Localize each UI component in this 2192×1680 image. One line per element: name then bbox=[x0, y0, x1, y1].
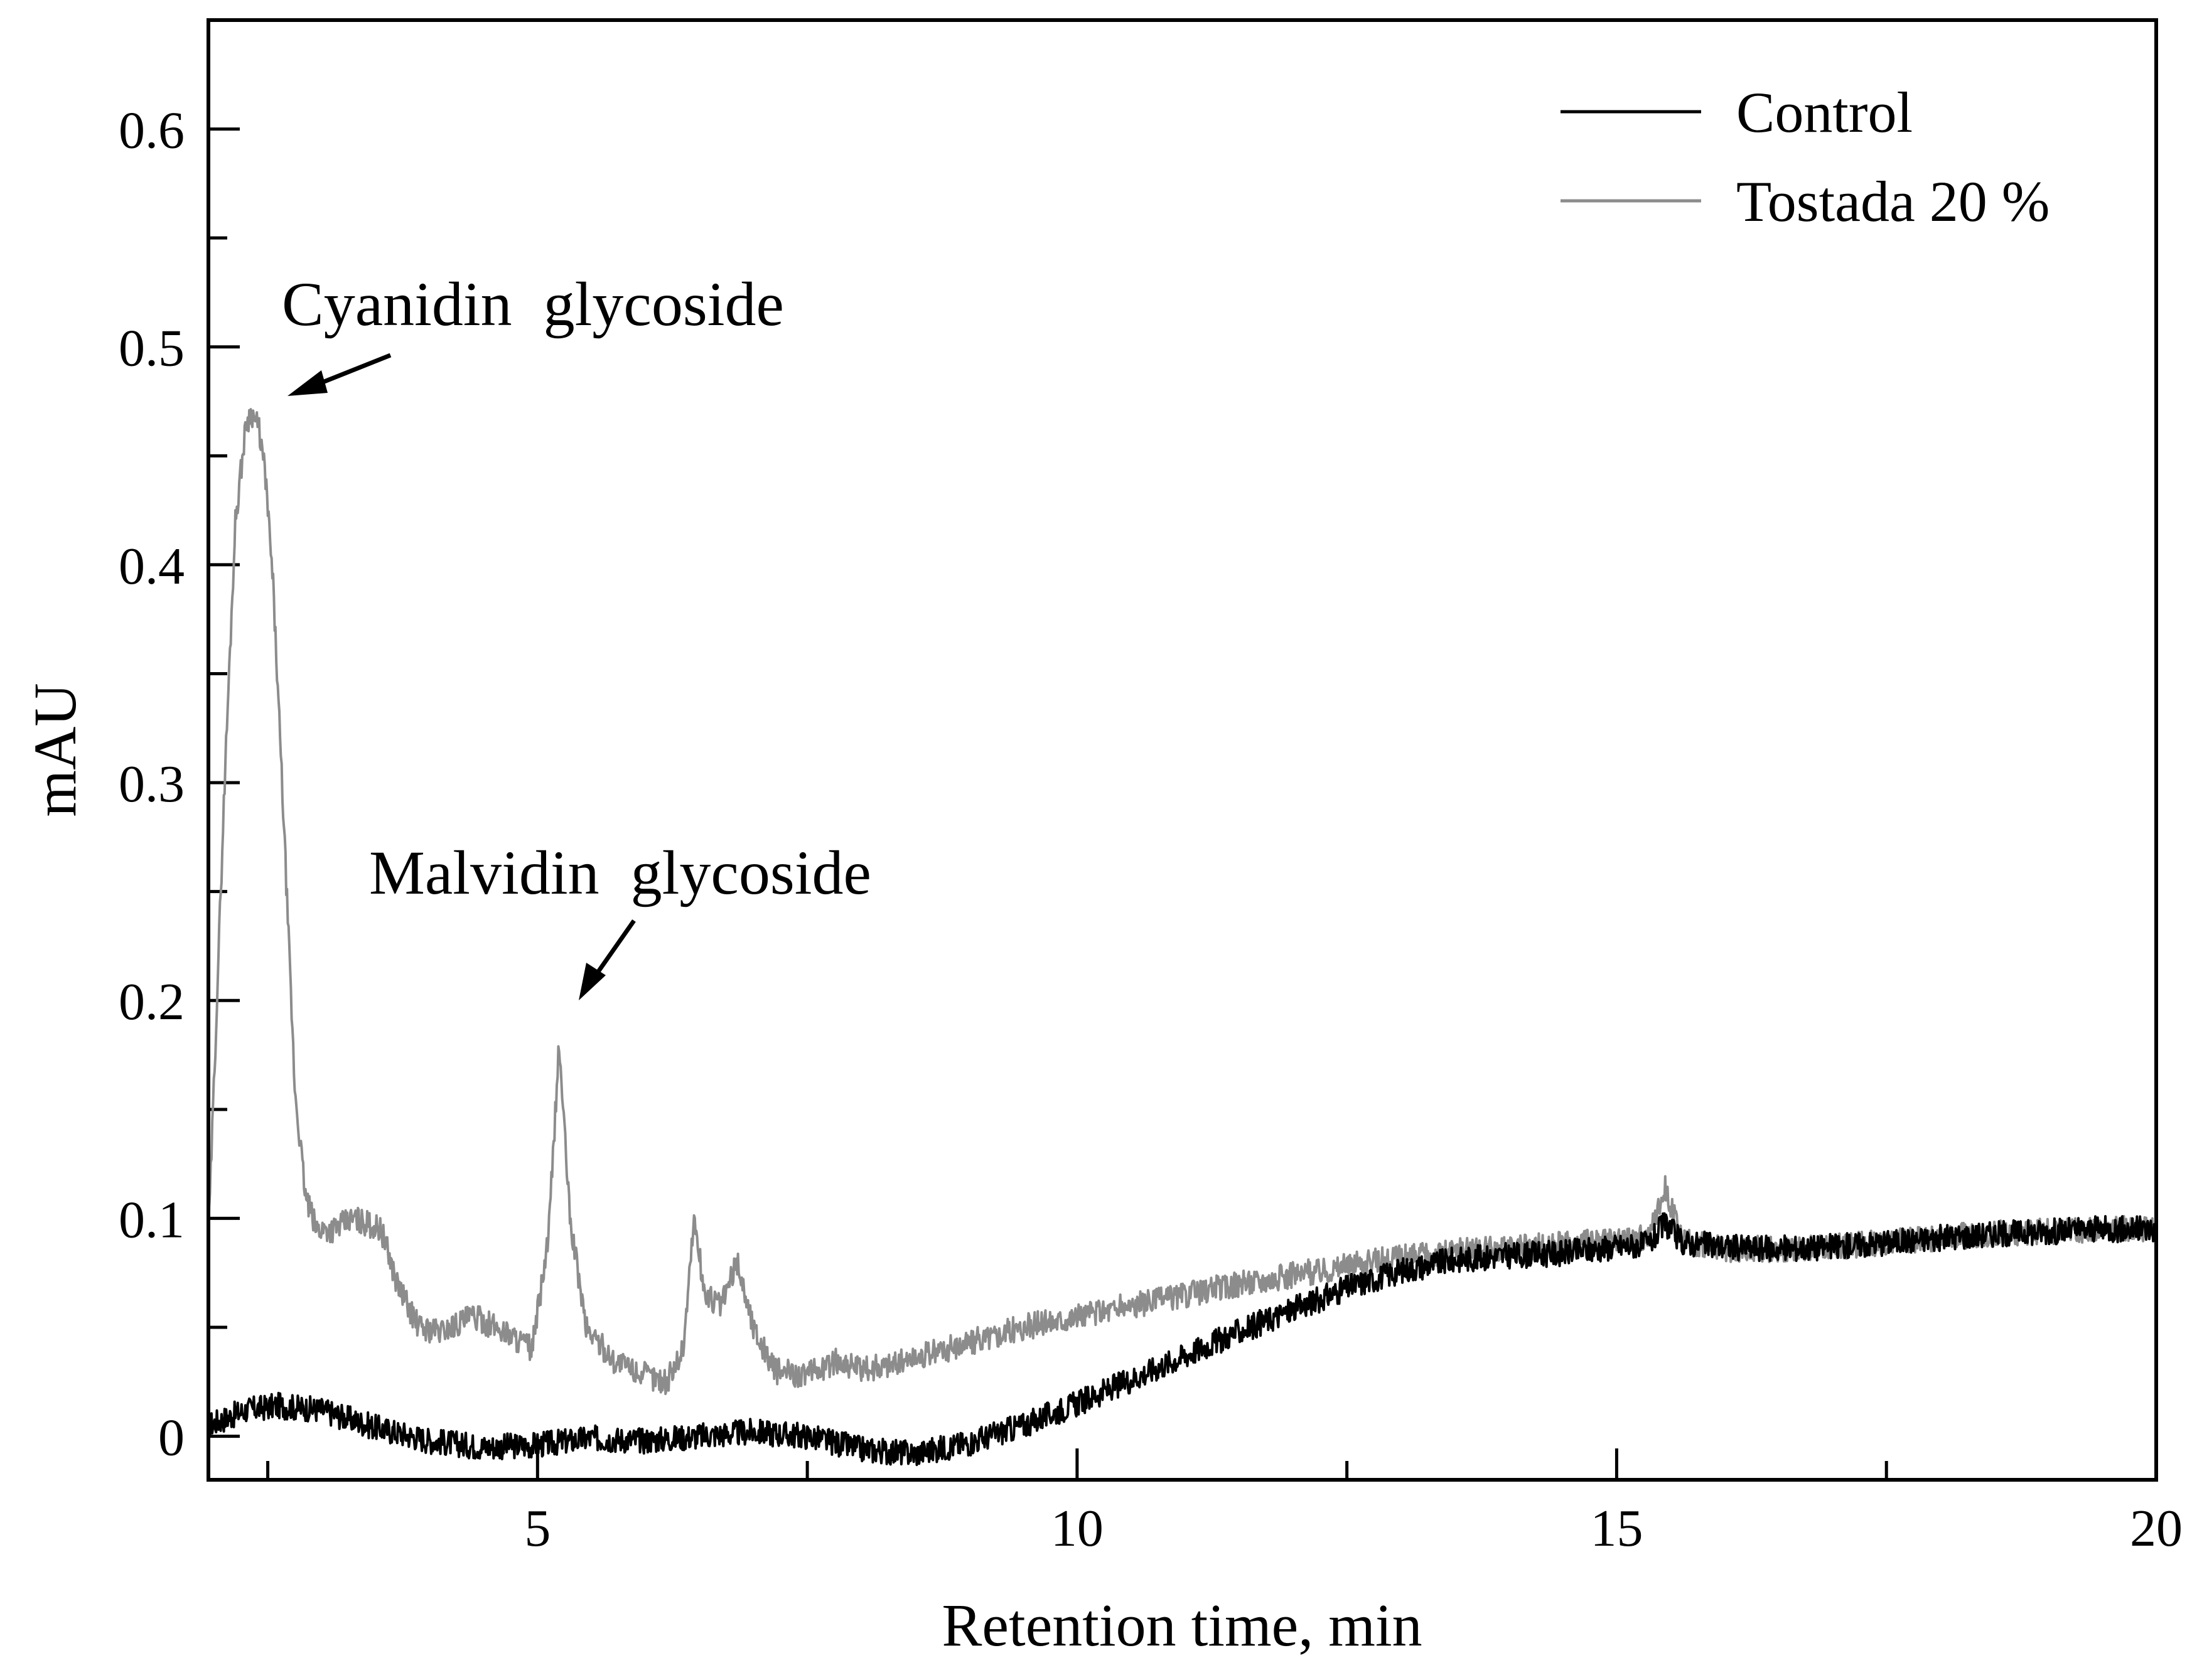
annotation-cyanidin-arrowhead bbox=[287, 370, 328, 396]
y-tick-label: 0.3 bbox=[119, 755, 185, 813]
y-axis-ticks: 0 0.1 0.2 0.3 0.4 0.5 0.6 bbox=[119, 102, 240, 1467]
x-tick-label: 20 bbox=[2130, 1499, 2183, 1558]
legend-label-control: Control bbox=[1736, 80, 1913, 144]
y-tick-label: 0.6 bbox=[119, 102, 185, 160]
x-axis-label: Retention time, min bbox=[942, 1592, 1422, 1659]
x-tick-label: 5 bbox=[524, 1499, 551, 1558]
x-axis-ticks: 5 10 15 20 bbox=[266, 1448, 2183, 1558]
plot-frame bbox=[207, 18, 2158, 1482]
series-line-control bbox=[208, 1212, 2156, 1467]
annotation-malvidin: Malvidin glycoside bbox=[369, 838, 871, 1000]
legend-label-tostada: Tostada 20 % bbox=[1736, 169, 2050, 233]
y-tick-label: 0.1 bbox=[119, 1190, 185, 1249]
legend: Control Tostada 20 % bbox=[1561, 80, 2050, 233]
x-tick-label: 10 bbox=[1051, 1499, 1104, 1558]
series-layer bbox=[208, 408, 2156, 1467]
y-tick-label: 0.4 bbox=[119, 537, 185, 596]
annotation-cyanidin-label: Cyanidin glycoside bbox=[282, 269, 784, 339]
annotation-malvidin-arrowhead bbox=[579, 963, 606, 1000]
y-tick-label: 0 bbox=[158, 1409, 185, 1467]
y-axis-label: mAU bbox=[21, 683, 89, 816]
x-tick-label: 15 bbox=[1590, 1499, 1643, 1558]
y-tick-label: 0.5 bbox=[119, 319, 185, 378]
annotation-malvidin-label: Malvidin glycoside bbox=[369, 838, 871, 907]
y-tick-label: 0.2 bbox=[119, 973, 185, 1031]
annotation-cyanidin: Cyanidin glycoside bbox=[282, 269, 784, 396]
